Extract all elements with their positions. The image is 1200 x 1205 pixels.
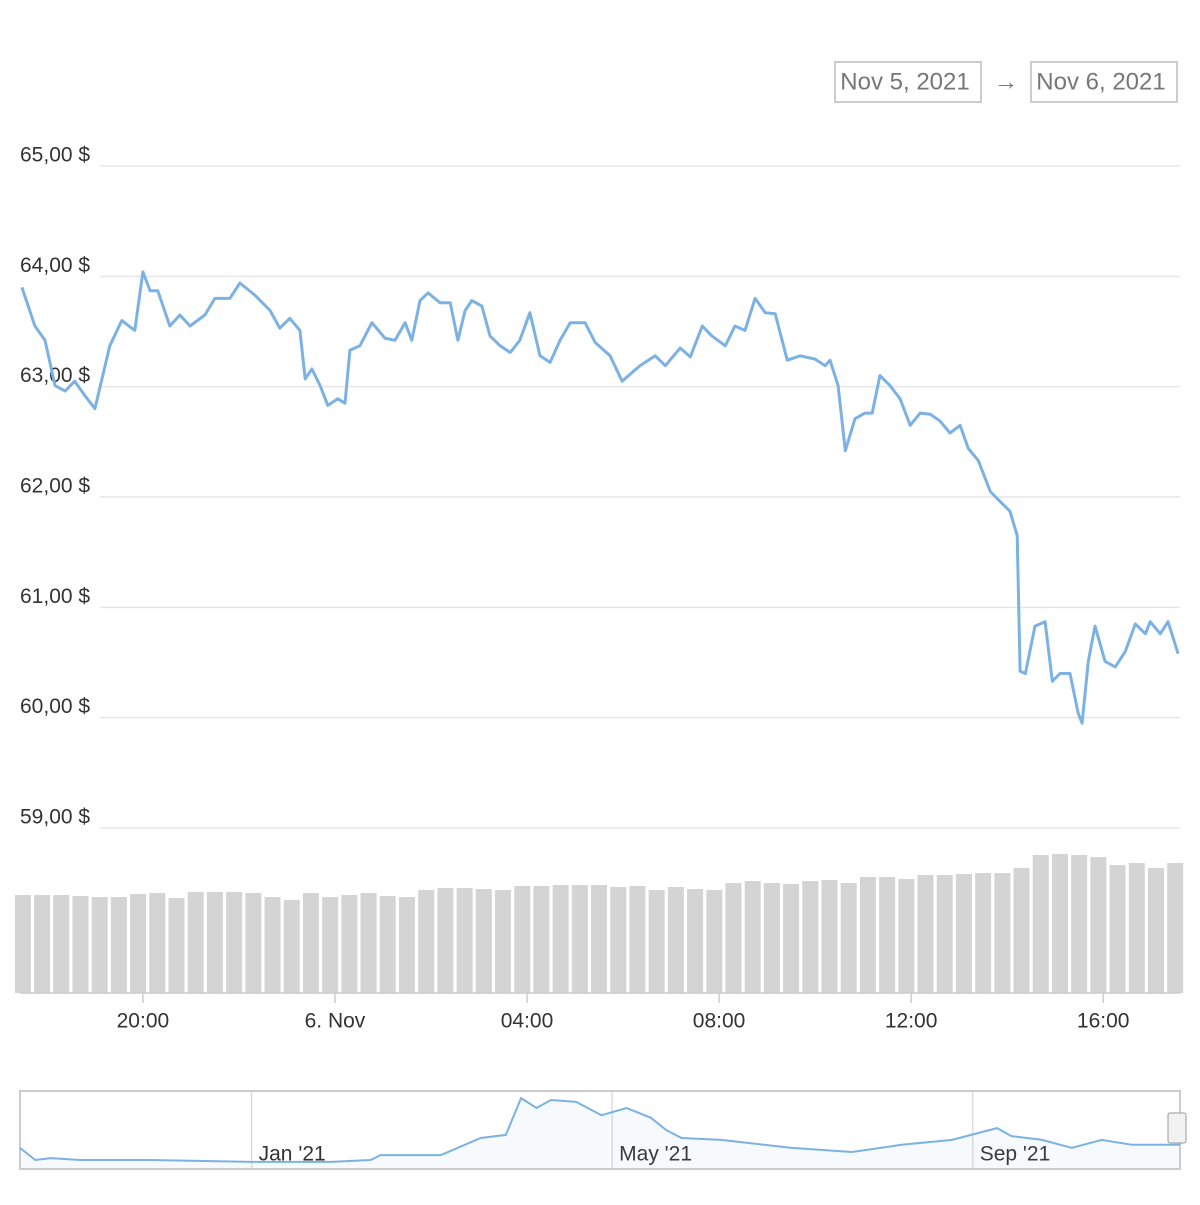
volume-bar xyxy=(1032,855,1049,993)
navigator-handle[interactable] xyxy=(1167,1112,1187,1144)
volume-bar xyxy=(917,875,934,993)
volume-bar xyxy=(802,881,819,993)
volume-bar xyxy=(130,894,147,993)
volume-bar xyxy=(725,883,742,993)
volume-bar xyxy=(936,875,953,993)
to-input[interactable] xyxy=(1030,61,1178,103)
volume-bar xyxy=(475,889,492,993)
x-tick-label: 04:00 xyxy=(501,1010,554,1033)
volume-bar xyxy=(591,885,608,993)
volume-bar xyxy=(994,873,1011,993)
volume-bar xyxy=(379,896,396,993)
volume-bar xyxy=(187,892,204,993)
volume-bar xyxy=(1147,868,1164,993)
volume-bar xyxy=(955,874,972,993)
volume-bar xyxy=(245,893,262,993)
volume-bar xyxy=(610,887,627,993)
volume-bar xyxy=(322,897,339,993)
volume-bar xyxy=(1128,863,1145,993)
to-date: Nov 6, 2021 xyxy=(1036,68,1165,95)
volume-bar xyxy=(533,886,550,993)
x-tick-label: 20:00 xyxy=(117,1010,170,1033)
volume-bar xyxy=(34,895,51,993)
volume-bar xyxy=(571,885,588,993)
price-line xyxy=(20,270,1180,725)
volume-bar xyxy=(418,890,435,993)
volume-bar xyxy=(360,893,377,993)
volume-bar xyxy=(821,880,838,993)
volume-bar xyxy=(283,900,300,993)
volume-bar xyxy=(495,890,512,993)
volume-bar xyxy=(226,892,243,993)
y-tick-label: 65,00 $ xyxy=(20,144,90,167)
volume-bar xyxy=(629,886,646,993)
volume-bar xyxy=(783,884,800,993)
y-tick-label: 64,00 $ xyxy=(20,254,90,277)
volume-bar xyxy=(206,892,223,993)
volume-bar xyxy=(302,893,319,993)
volume-bar xyxy=(264,897,281,993)
volume-bar xyxy=(168,898,185,993)
volume-bar xyxy=(763,883,780,993)
volume-bar xyxy=(456,888,473,993)
volume-bar xyxy=(879,877,896,993)
x-tick-label: 08:00 xyxy=(693,1010,746,1033)
volume-bar xyxy=(149,893,166,993)
volume-bar xyxy=(110,897,127,993)
volume-bar xyxy=(840,883,857,993)
volume-bar xyxy=(514,886,531,993)
volume-bar xyxy=(72,896,89,993)
volume-bar xyxy=(1071,855,1088,993)
volume-bar xyxy=(437,888,454,993)
y-tick-label: 60,00 $ xyxy=(20,695,90,718)
volume-bar xyxy=(1013,868,1030,993)
navigator-tick-label: May '21 xyxy=(619,1143,692,1166)
volume-bar xyxy=(975,873,992,993)
navigator-tick-label: Sep '21 xyxy=(980,1143,1051,1166)
navigator-area xyxy=(20,1098,1180,1168)
x-tick-label: 12:00 xyxy=(885,1010,938,1033)
volume-bar xyxy=(706,890,723,993)
range-arrow: → xyxy=(994,68,1018,95)
from-input[interactable] xyxy=(834,61,982,103)
navigator-tick-label: Jan '21 xyxy=(259,1143,326,1166)
volume-bar xyxy=(898,879,915,993)
volume-bar xyxy=(14,895,31,993)
y-tick-label: 62,00 $ xyxy=(20,475,90,498)
volume-bar xyxy=(1167,863,1184,993)
x-tick-label: 16:00 xyxy=(1077,1010,1130,1033)
volume-bar xyxy=(91,897,108,993)
y-tick-label: 61,00 $ xyxy=(20,585,90,608)
volume-bar xyxy=(648,890,665,993)
navigator-line xyxy=(19,1096,1180,1163)
volume-bar xyxy=(687,889,704,993)
volume-bar xyxy=(1109,865,1126,993)
volume-bar xyxy=(667,887,684,993)
volume-bar xyxy=(859,877,876,993)
volume-bar xyxy=(398,897,415,993)
from-date: Nov 5, 2021 xyxy=(840,68,969,95)
volume-bar xyxy=(1051,854,1068,993)
volume-bar xyxy=(1090,857,1107,993)
volume-bar xyxy=(53,895,70,993)
volume-bar xyxy=(341,895,358,993)
x-tick-label: 6. Nov xyxy=(305,1010,366,1033)
volume-bar xyxy=(744,881,761,993)
y-tick-label: 59,00 $ xyxy=(20,806,90,829)
volume-bar xyxy=(552,885,569,993)
